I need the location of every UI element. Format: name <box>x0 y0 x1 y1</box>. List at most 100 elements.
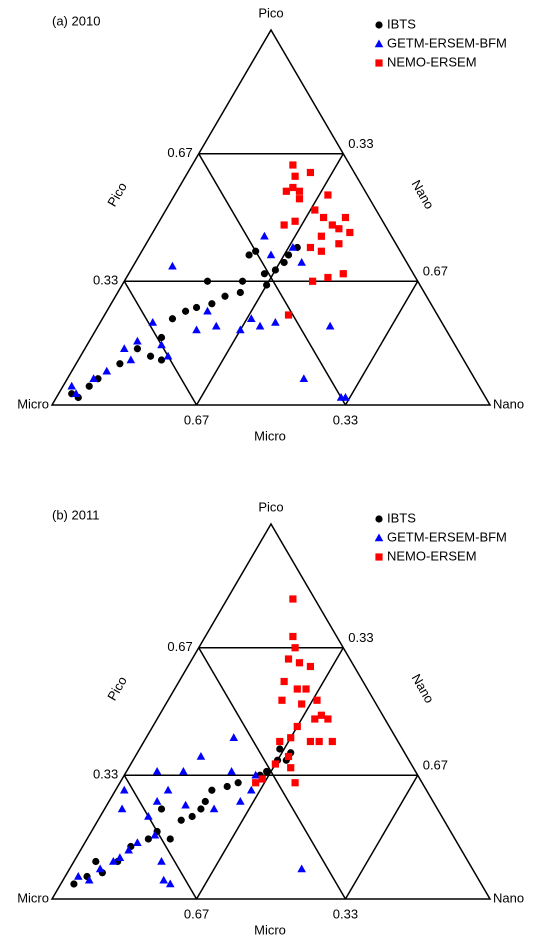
nano-tick-label: 0.67 <box>423 758 448 773</box>
legend-marker <box>375 553 383 561</box>
legend-label: NEMO-ERSEM <box>387 548 477 563</box>
data-point <box>297 864 306 873</box>
data-point <box>133 336 142 345</box>
data-point <box>159 875 168 884</box>
data-point <box>335 225 343 233</box>
data-point <box>133 345 142 353</box>
data-point <box>238 277 247 285</box>
data-point <box>166 835 174 843</box>
data-point <box>341 393 350 401</box>
grid-line <box>123 774 198 900</box>
panel-title: (b) 2011 <box>52 507 99 522</box>
data-point <box>236 288 244 297</box>
data-point <box>282 187 290 195</box>
nano-tick-label: 0.33 <box>348 630 373 645</box>
data-point <box>299 374 309 383</box>
axis-title: Nano <box>409 671 438 705</box>
data-point <box>276 745 284 753</box>
pico-tick-label: 0.67 <box>167 145 192 160</box>
data-point <box>287 764 295 772</box>
data-point <box>208 786 216 794</box>
data-point <box>84 875 94 884</box>
data-point <box>284 752 293 761</box>
legend-marker <box>375 59 383 67</box>
data-point <box>245 251 253 259</box>
data-point <box>284 311 293 319</box>
legend-label: IBTS <box>387 16 416 31</box>
data-point <box>209 804 219 813</box>
data-point <box>291 172 299 180</box>
data-point <box>163 351 173 360</box>
data-point <box>260 270 269 278</box>
data-point <box>302 685 310 693</box>
data-point <box>324 273 332 282</box>
vertex-label: Nano <box>493 396 524 411</box>
data-point <box>291 779 299 787</box>
data-point <box>324 191 332 199</box>
data-point <box>266 250 276 259</box>
data-point <box>165 879 175 888</box>
data-point <box>291 644 299 652</box>
vertex-label: Nano <box>493 890 524 905</box>
data-point <box>311 206 319 214</box>
micro-tick-label: 0.67 <box>184 906 209 921</box>
data-point <box>236 797 245 805</box>
vertex-label: Pico <box>258 5 283 20</box>
data-point <box>117 804 127 813</box>
data-point <box>201 797 209 806</box>
legend-label: GETM-ERSEM-BFM <box>387 529 507 544</box>
data-point <box>315 737 323 746</box>
data-point <box>341 213 350 222</box>
data-point <box>89 374 98 383</box>
data-point <box>346 228 354 237</box>
data-point <box>95 864 105 873</box>
data-point <box>293 722 301 731</box>
data-point <box>126 355 136 364</box>
data-point <box>284 655 293 663</box>
data-point <box>92 857 100 866</box>
data-point <box>157 356 166 364</box>
data-point <box>150 830 160 839</box>
data-point <box>306 168 315 177</box>
data-point <box>271 318 280 326</box>
triangle-frame <box>50 522 492 900</box>
data-point <box>313 696 321 704</box>
data-point <box>324 715 332 723</box>
data-point <box>328 737 336 746</box>
data-point <box>293 685 301 693</box>
data-point <box>203 277 212 285</box>
nano-tick-label: 0.67 <box>423 264 448 279</box>
data-point <box>280 677 288 686</box>
data-point <box>295 195 304 203</box>
data-point <box>152 797 162 805</box>
data-point <box>252 247 260 255</box>
data-point <box>181 307 190 315</box>
data-point <box>133 838 142 847</box>
data-point <box>271 760 279 768</box>
data-point <box>309 277 317 285</box>
axis-title: Micro <box>254 922 286 937</box>
data-point <box>276 737 284 746</box>
data-point <box>163 785 173 794</box>
legend-marker <box>374 39 384 48</box>
data-point <box>288 243 298 251</box>
panel-title: (a) 2010 <box>52 13 100 28</box>
triangle-frame <box>50 28 492 406</box>
data-point <box>157 340 166 349</box>
grid-line <box>195 647 344 900</box>
data-point <box>196 752 206 760</box>
data-point <box>297 258 306 266</box>
data-point <box>119 785 129 794</box>
data-point <box>263 767 271 776</box>
data-point <box>148 318 158 326</box>
data-point <box>208 300 216 308</box>
legend-label: GETM-ERSEM-BFM <box>387 35 507 50</box>
data-point <box>255 321 265 330</box>
vertex-label: Micro <box>17 890 49 905</box>
grid-line <box>198 153 347 406</box>
data-point <box>229 733 239 742</box>
data-point <box>289 183 297 192</box>
data-point <box>236 325 245 334</box>
data-point <box>306 243 315 252</box>
data-point <box>289 595 297 603</box>
